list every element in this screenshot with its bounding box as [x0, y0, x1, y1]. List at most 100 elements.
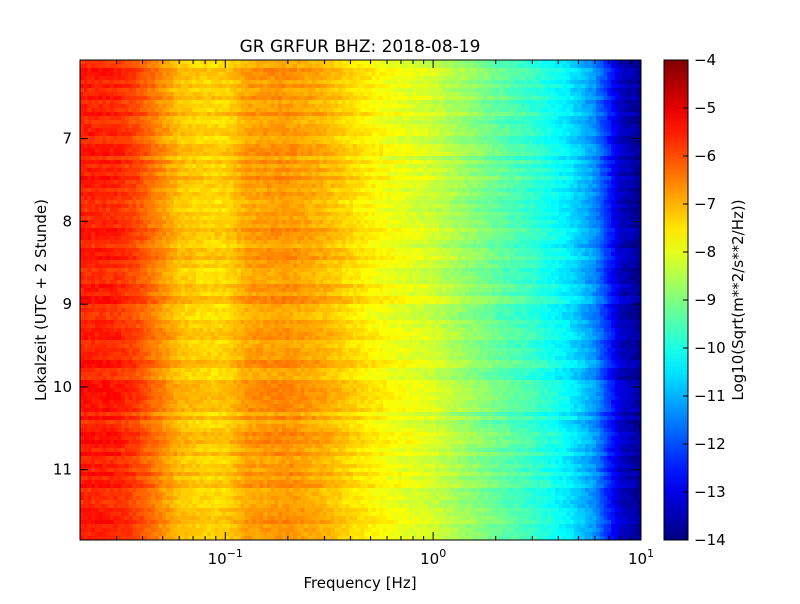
heatmap-cell: [622, 132, 627, 137]
heatmap-cell: [237, 160, 242, 165]
heatmap-cell: [259, 88, 264, 93]
heatmap-cell: [525, 96, 530, 101]
heatmap-cell: [457, 144, 463, 149]
heatmap-cell: [304, 132, 309, 137]
heatmap-cell: [528, 76, 534, 81]
heatmap-cell: [409, 120, 414, 125]
heatmap-cell: [91, 104, 96, 109]
heatmap-cell: [315, 124, 320, 129]
heatmap-cell: [214, 144, 219, 149]
heatmap-cell: [465, 64, 470, 69]
heatmap-cell: [450, 104, 455, 109]
heatmap-cell: [94, 76, 100, 81]
heatmap-cell: [513, 92, 519, 97]
heatmap-cell: [139, 116, 145, 121]
heatmap-cell: [397, 136, 403, 141]
heatmap-cell: [136, 116, 141, 121]
heatmap-cell: [255, 172, 261, 177]
heatmap-cell: [326, 124, 332, 129]
heatmap-cell: [397, 140, 403, 145]
heatmap-cell: [210, 92, 216, 97]
heatmap-cell: [218, 68, 223, 73]
heatmap-cell: [506, 172, 511, 177]
heatmap-cell: [304, 116, 309, 121]
heatmap-cell: [173, 144, 178, 149]
heatmap-cell: [435, 136, 440, 141]
heatmap-cell: [547, 184, 552, 189]
heatmap-cell: [367, 168, 373, 173]
heatmap-cell: [323, 60, 328, 65]
heatmap-cell: [117, 160, 122, 165]
heatmap-cell: [375, 168, 380, 173]
heatmap-cell: [439, 64, 444, 69]
heatmap-cell: [409, 96, 414, 101]
heatmap-cell: [349, 172, 354, 177]
heatmap-cell: [424, 88, 429, 93]
heatmap-cell: [427, 100, 433, 105]
heatmap-cell: [218, 128, 223, 133]
heatmap-cell: [244, 168, 249, 173]
heatmap-cell: [188, 64, 193, 69]
heatmap-cell: [225, 120, 231, 125]
heatmap-cell: [547, 60, 552, 65]
heatmap-cell: [472, 92, 478, 97]
heatmap-cell: [360, 156, 365, 161]
heatmap-cell: [285, 100, 291, 105]
heatmap-cell: [218, 180, 223, 185]
heatmap-cell: [442, 60, 448, 65]
heatmap-cell: [83, 84, 89, 89]
heatmap-cell: [106, 172, 111, 177]
heatmap-cell: [457, 180, 463, 185]
heatmap-cell: [315, 188, 320, 193]
heatmap-cell: [326, 88, 332, 93]
heatmap-cell: [80, 164, 85, 169]
heatmap-cell: [353, 164, 358, 169]
heatmap-cell: [255, 180, 261, 185]
heatmap-cell: [255, 136, 261, 141]
heatmap-cell: [364, 184, 369, 189]
heatmap-cell: [248, 104, 253, 109]
heatmap-cell: [334, 180, 339, 185]
heatmap-cell: [139, 60, 145, 65]
heatmap-cell: [554, 100, 560, 105]
heatmap-cell: [296, 148, 302, 153]
heatmap-cell: [188, 92, 193, 97]
heatmap-cell: [229, 188, 234, 193]
heatmap-cell: [491, 68, 496, 73]
heatmap-cell: [248, 148, 253, 153]
heatmap-cell: [349, 120, 354, 125]
heatmap-cell: [300, 176, 305, 181]
heatmap-cell: [281, 184, 287, 189]
heatmap-cell: [506, 144, 511, 149]
heatmap-cell: [364, 164, 369, 169]
heatmap-cell: [83, 168, 89, 173]
heatmap-cell: [192, 128, 197, 133]
heatmap-cell: [569, 112, 575, 117]
heatmap-cell: [386, 88, 392, 93]
heatmap-cell: [401, 96, 406, 101]
heatmap-cell: [525, 92, 530, 97]
heatmap-cell: [622, 176, 627, 181]
heatmap-cell: [424, 172, 429, 177]
heatmap-cell: [136, 112, 141, 117]
heatmap-cell: [338, 172, 343, 177]
heatmap-cell: [558, 140, 564, 145]
heatmap-cell: [540, 148, 545, 153]
heatmap-cell: [401, 168, 406, 173]
heatmap-cell: [633, 164, 638, 169]
heatmap-cell: [91, 148, 96, 153]
heatmap-cell: [128, 88, 133, 93]
heatmap-cell: [394, 140, 399, 145]
heatmap-cell: [341, 172, 347, 177]
heatmap-cell: [315, 108, 320, 113]
heatmap-cell: [121, 164, 126, 169]
heatmap-cell: [345, 120, 350, 125]
heatmap-cell: [637, 92, 641, 97]
heatmap-cell: [154, 184, 160, 189]
heatmap-cell: [562, 84, 567, 89]
heatmap-cell: [154, 60, 160, 65]
heatmap-cell: [517, 108, 522, 113]
heatmap-cell: [442, 72, 448, 77]
heatmap-cell: [547, 172, 552, 177]
heatmap-cell: [94, 164, 100, 169]
